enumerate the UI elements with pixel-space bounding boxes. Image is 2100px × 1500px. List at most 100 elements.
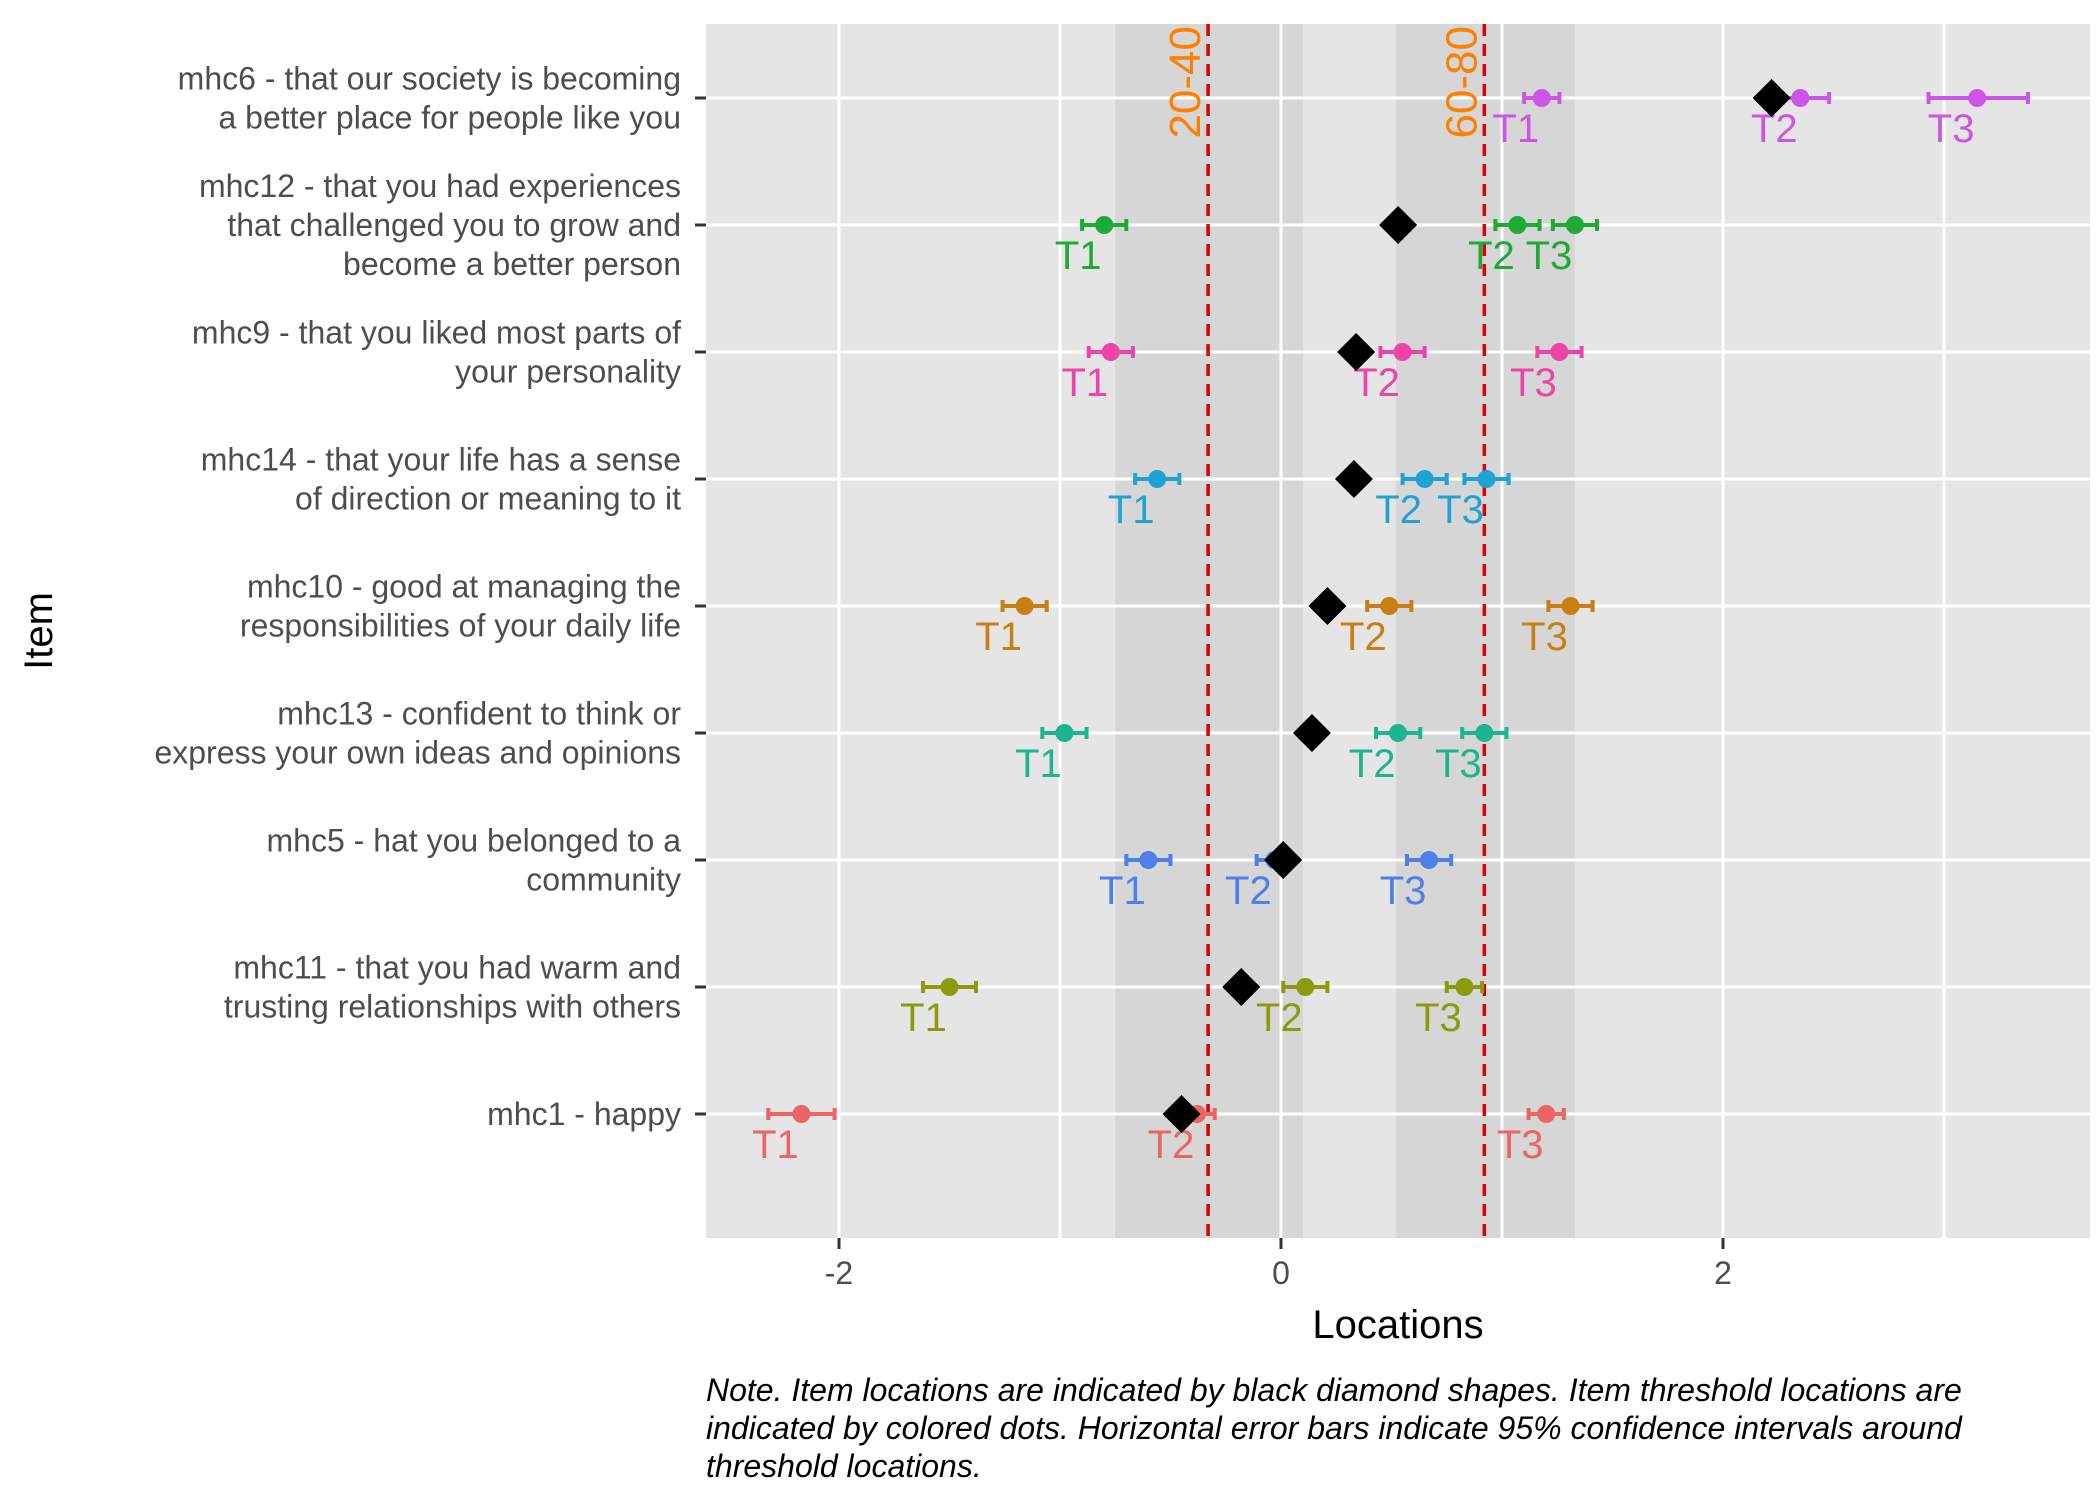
cutoff-label-20-40: 20-40 <box>1161 26 1210 139</box>
threshold-dot <box>1101 343 1120 361</box>
threshold-dot <box>1968 89 1987 107</box>
y-axis-label-line: mhc1 - happy <box>487 1096 681 1132</box>
y-axis-label-line: mhc5 - hat you belonged to a <box>267 823 682 859</box>
y-axis-label: mhc14 - that your life has a sense of dir… <box>201 442 681 517</box>
threshold-dot <box>1475 724 1494 742</box>
threshold-dot <box>1550 343 1569 361</box>
threshold-dot <box>1148 470 1167 488</box>
y-axis-label-line: mhc10 - good at managing the <box>247 569 681 605</box>
item-series: T1 T2 T3 <box>1492 79 2030 151</box>
item-location-diamond <box>1292 714 1331 752</box>
y-axis-label-line: that challenged you to grow and <box>227 207 681 243</box>
threshold-label: T3 <box>1435 742 1482 786</box>
y-axis-label-line: mhc14 - that your life has a sense <box>201 442 681 478</box>
y-axis-label-line: become a better person <box>343 246 681 282</box>
y-axis-label: mhc5 - hat you belonged to a community <box>267 823 682 898</box>
threshold-label: T2 <box>1148 1123 1195 1167</box>
y-axis-label-line: express your own ideas and opinions <box>154 735 681 771</box>
item-series: T1 T2 T3 <box>1099 841 1454 913</box>
threshold-label: T1 <box>1015 742 1062 786</box>
threshold-dot <box>1015 597 1034 615</box>
y-axis-label-line: a better place for people like you <box>218 100 681 136</box>
threshold-dot <box>1296 978 1315 996</box>
item-series: T1 T2 T3 <box>1015 714 1509 786</box>
y-axis-label: mhc1 - happy <box>487 1096 681 1132</box>
threshold-label: T2 <box>1340 615 1387 659</box>
x-axis-tick-label: -2 <box>825 1255 853 1291</box>
y-axis-label: mhc11 - that you had warm and trusting re… <box>224 950 681 1025</box>
threshold-label: T3 <box>1521 615 1568 659</box>
y-axis-label-line: mhc11 - that you had warm and <box>233 950 681 986</box>
threshold-dot <box>1095 216 1114 234</box>
threshold-label: T3 <box>1380 869 1427 913</box>
threshold-label: T2 <box>1353 361 1400 405</box>
threshold-label: T3 <box>1928 107 1975 151</box>
threshold-dot <box>1477 470 1496 488</box>
threshold-label: T2 <box>1256 996 1303 1040</box>
threshold-label: T2 <box>1375 488 1422 532</box>
threshold-dot <box>1420 851 1439 869</box>
item-location-diamond <box>1752 79 1791 117</box>
threshold-label: T3 <box>1415 996 1462 1040</box>
item-series: T1 T2 T3 <box>1061 333 1584 405</box>
cutoff-label-60-80: 60-80 <box>1437 26 1486 139</box>
threshold-label: T1 <box>1055 234 1102 278</box>
y-axis-label-line: trusting relationships with others <box>224 989 681 1025</box>
threshold-label: T1 <box>900 996 947 1040</box>
y-axis-label: mhc6 - that our society is becoming a bet… <box>178 61 681 136</box>
threshold-dot <box>1380 597 1399 615</box>
y-axis-label: mhc10 - good at managing the responsibili… <box>240 569 681 644</box>
threshold-dot <box>940 978 959 996</box>
threshold-label: T1 <box>975 615 1022 659</box>
y-axis-label-line: mhc9 - that you liked most parts of <box>192 315 681 351</box>
threshold-label: T2 <box>1349 742 1396 786</box>
x-axis-title: Locations <box>1312 1303 1483 1347</box>
item-series: T1 T2 T3 <box>975 587 1595 659</box>
y-axis-title: Item <box>17 592 61 670</box>
threshold-dot <box>792 1105 811 1123</box>
item-location-diamond <box>1337 333 1376 371</box>
item-location-diamond <box>1222 968 1261 1006</box>
item-series: T1 T2 T3 <box>900 968 1485 1040</box>
item-location-diamond <box>1308 587 1347 625</box>
threshold-label: T1 <box>1061 361 1108 405</box>
threshold-label: T1 <box>752 1123 799 1167</box>
y-axis-label: mhc12 - that you had experiences that cha… <box>199 168 681 282</box>
item-location-diamond <box>1264 841 1303 879</box>
threshold-label: T3 <box>1437 488 1484 532</box>
threshold-dot <box>1415 470 1434 488</box>
threshold-label: T2 <box>1468 234 1515 278</box>
y-axis-label-line: mhc13 - confident to think or <box>277 696 681 732</box>
y-axis-label: mhc9 - that you liked most parts of your … <box>192 315 681 390</box>
threshold-label: T3 <box>1510 361 1557 405</box>
threshold-dot <box>1508 216 1527 234</box>
threshold-dot <box>1561 597 1580 615</box>
figure-note: Note. Item locations are indicated by bl… <box>706 1372 1962 1484</box>
threshold-label: T2 <box>1751 107 1798 151</box>
item-location-diamond <box>1334 460 1373 498</box>
threshold-dot <box>1455 978 1474 996</box>
threshold-label: T1 <box>1099 869 1146 913</box>
item-series: T1 T2 T3 <box>1108 460 1511 532</box>
threshold-label: T2 <box>1225 869 1272 913</box>
item-location-diamond <box>1162 1095 1201 1133</box>
threshold-label: T3 <box>1497 1123 1544 1167</box>
y-axis-label-line: mhc12 - that you had experiences <box>199 168 681 204</box>
x-axis-tick-label: 0 <box>1272 1255 1290 1291</box>
threshold-dot <box>1389 724 1408 742</box>
y-axis-label-line: responsibilities of your daily life <box>240 608 681 644</box>
threshold-dot <box>1565 216 1584 234</box>
threshold-dot <box>1791 89 1810 107</box>
item-series: T1 T2 T3 <box>752 1095 1566 1167</box>
threshold-label: T3 <box>1526 234 1573 278</box>
threshold-dot <box>1393 343 1412 361</box>
item-series: T1 T2 T3 <box>1055 206 1600 278</box>
threshold-dot <box>1532 89 1551 107</box>
threshold-dot <box>1139 851 1158 869</box>
threshold-label: T1 <box>1492 107 1539 151</box>
threshold-label: T1 <box>1108 488 1155 532</box>
y-axis-label-line: community <box>526 862 681 898</box>
y-axis-label-line: mhc6 - that our society is becoming <box>178 61 681 97</box>
y-axis-label-line: your personality <box>455 354 681 390</box>
